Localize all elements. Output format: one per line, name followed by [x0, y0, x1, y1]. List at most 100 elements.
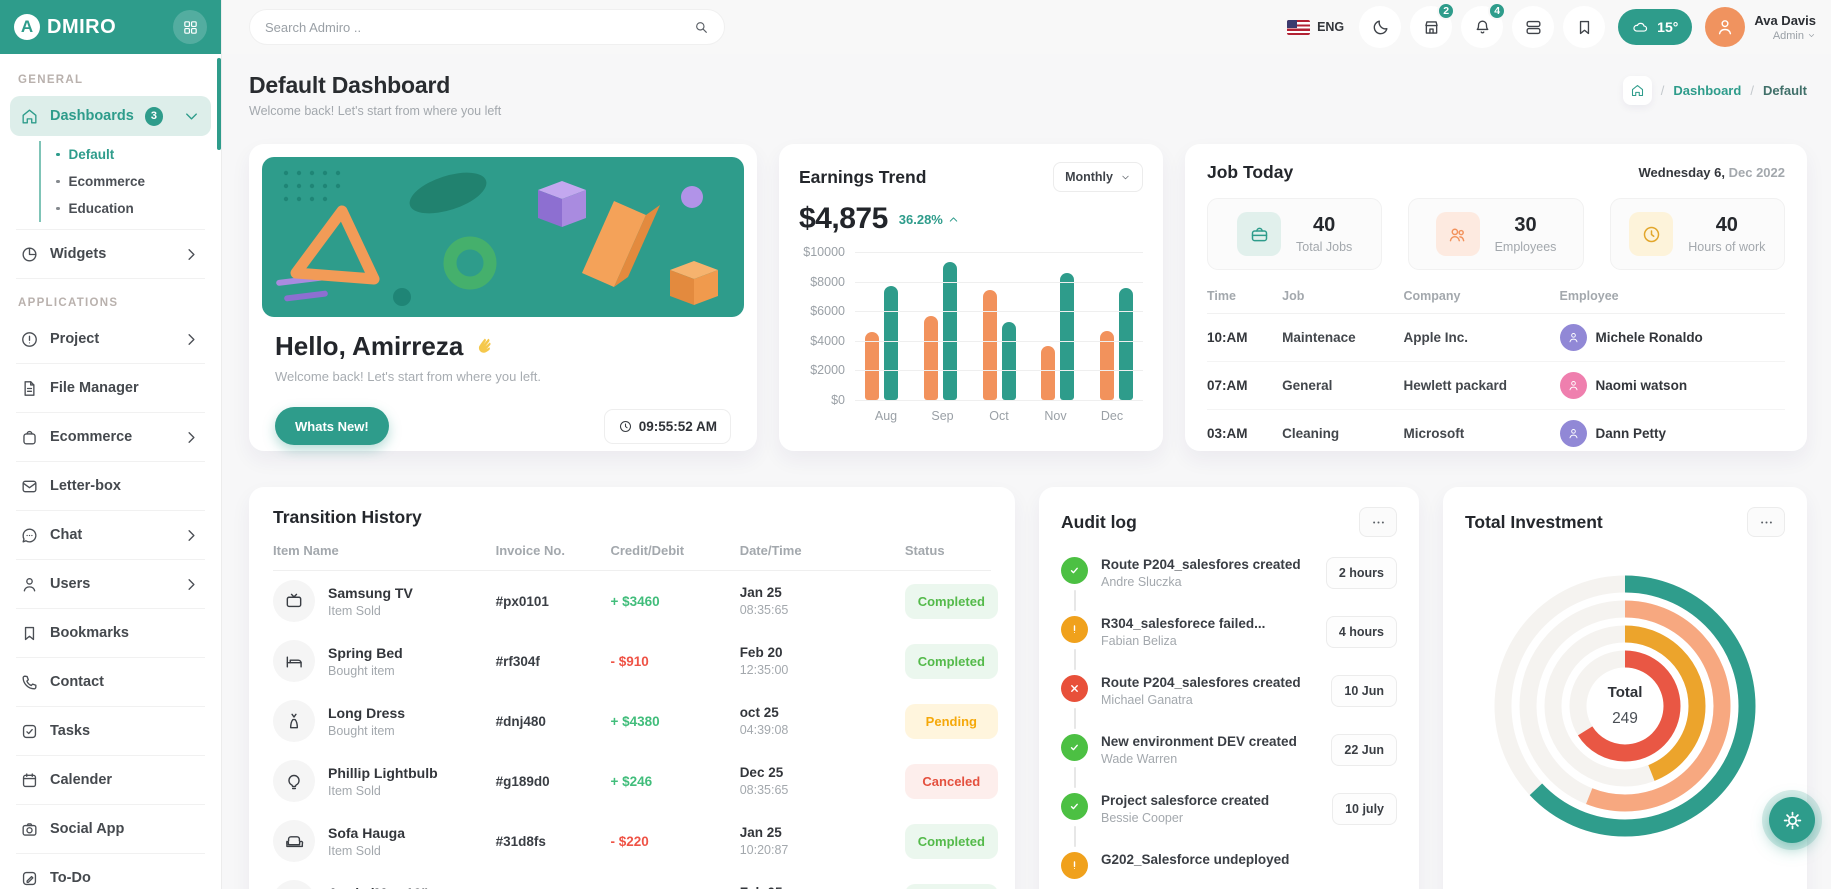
- sidebar-item-project[interactable]: Project: [10, 319, 211, 359]
- sidebar-item-widgets[interactable]: Widgets: [10, 234, 211, 274]
- y-tick-label: $4000: [810, 333, 845, 348]
- invoice-number: #px0101: [495, 593, 549, 609]
- sidebar-item-calender[interactable]: Calender: [10, 760, 211, 800]
- investment-center-label: Total: [1607, 684, 1643, 701]
- whats-new-button[interactable]: Whats New!: [275, 407, 389, 445]
- home-icon: [1630, 83, 1645, 98]
- sidebar-item-file-manager[interactable]: File Manager: [10, 368, 211, 408]
- store-icon: [1422, 18, 1441, 37]
- transition-table-header: Item Name Invoice No. Credit/Debit Date/Tim…: [273, 543, 991, 571]
- user-icon: [1715, 17, 1735, 37]
- user-icon: [1567, 331, 1580, 344]
- transition-datetime: Feb 0510:49:50: [740, 885, 905, 889]
- period-select[interactable]: Monthly: [1053, 162, 1143, 192]
- bookmark-icon: [20, 624, 39, 643]
- moon-icon: [1371, 18, 1390, 37]
- transition-datetime: Jan 25 10:20:87: [740, 825, 905, 857]
- user-icon: [1567, 427, 1580, 440]
- sidebar-subitem-default[interactable]: Default: [56, 141, 221, 168]
- cart-button[interactable]: 2: [1410, 2, 1456, 48]
- page-subtitle: Welcome back! Let's start from where you…: [249, 104, 502, 118]
- bulb-item-icon: [273, 760, 315, 802]
- customizer-button[interactable]: [1769, 797, 1815, 843]
- page-title: Default Dashboard: [249, 72, 451, 98]
- item-subtype: Item Sold: [328, 783, 381, 798]
- sidebar-item-to-do[interactable]: To-Do: [10, 858, 211, 889]
- apps-button[interactable]: [1512, 6, 1555, 48]
- bar-orange-aug: [865, 331, 879, 400]
- sidebar-item-label: Widgets: [50, 246, 107, 262]
- ring-second: [1519, 600, 1731, 812]
- bookmark-icon: [1575, 18, 1594, 37]
- sidebar-submenu: Default Ecommerce Education: [39, 141, 221, 222]
- sidebar-item-tasks[interactable]: Tasks: [10, 711, 211, 751]
- breadcrumb-home-button[interactable]: [1622, 76, 1652, 105]
- bar-group-dec: [1100, 252, 1133, 400]
- warning-status-icon: [1061, 616, 1088, 643]
- dark-mode-button[interactable]: [1359, 6, 1402, 48]
- job-col-header: Company: [1403, 289, 1461, 303]
- brand-logo[interactable]: A DMIRO: [14, 14, 116, 40]
- notifications-button[interactable]: 4: [1461, 2, 1507, 48]
- grid-line: [855, 281, 1143, 283]
- divider: [16, 804, 205, 805]
- sidebar-nav: GENERAL Dashboards 3 Default Ecommerce Educat…: [0, 54, 221, 889]
- camera-icon: [20, 820, 39, 839]
- amount-credit: + $4380: [610, 713, 660, 729]
- transition-datetime: Dec 25 08:35:65: [740, 765, 905, 797]
- bookmarks-button[interactable]: [1563, 6, 1606, 48]
- sidebar-item-bookmarks[interactable]: Bookmarks: [10, 613, 211, 653]
- danger-status-icon: [1061, 675, 1088, 702]
- job-stat-value: 40: [1715, 214, 1738, 236]
- sidebar-item-label: Chat: [50, 527, 83, 543]
- sidebar-subitem-ecommerce[interactable]: Ecommerce: [56, 168, 221, 195]
- bar-orange-dec: [1100, 331, 1114, 400]
- job-today-date: Wednesday 6, Dec 2022: [1638, 165, 1785, 180]
- weather-widget[interactable]: 15°: [1618, 9, 1693, 45]
- sidebar-subitem-education[interactable]: Education: [56, 195, 221, 222]
- search-icon[interactable]: [693, 19, 709, 35]
- sidebar-item-letter-box[interactable]: Letter-box: [10, 466, 211, 506]
- greeting-subtitle: Welcome back! Let's start from where you…: [275, 369, 541, 384]
- transition-item-text: Long Dress Bought item: [328, 705, 405, 738]
- transition-item-text: Phillip Lightbulb Item Sold: [328, 765, 438, 798]
- sidebar-item-social-app[interactable]: Social App: [10, 809, 211, 849]
- sidebar-scrollbar-thumb[interactable]: [217, 58, 221, 150]
- sidebar-item-chat[interactable]: Chat: [10, 515, 211, 555]
- file-icon: [20, 379, 39, 398]
- excl-icon: [1068, 859, 1081, 872]
- bar-group-oct: [982, 252, 1016, 400]
- job-company: Hewlett packard: [1403, 378, 1508, 393]
- job-col-header: Employee: [1559, 289, 1619, 303]
- job-name: General: [1282, 378, 1333, 393]
- sidebar-item-dashboards[interactable]: Dashboards 3: [10, 96, 211, 136]
- transition-datetime: Jan 25 08:35:65: [740, 585, 905, 617]
- language-selector[interactable]: ENG: [1287, 19, 1344, 35]
- investment-menu-button[interactable]: [1747, 507, 1785, 537]
- cloud-icon: [1632, 19, 1649, 36]
- transition-time: 08:35:65: [739, 783, 789, 797]
- status-badge: Completed: [904, 823, 998, 859]
- sidebar-item-label: Contact: [50, 674, 104, 690]
- sidebar-item-ecommerce[interactable]: Ecommerce: [10, 417, 211, 457]
- gear-icon: [1782, 810, 1803, 831]
- divider: [16, 853, 205, 854]
- sidebar: A DMIRO GENERAL Dashboards 3 Default Ecommer…: [0, 0, 222, 889]
- audit-item-title: R304_salesforece failed...: [1101, 616, 1266, 631]
- user-profile-menu[interactable]: Ava Davis Admin: [1705, 7, 1816, 47]
- breadcrumb-dashboard[interactable]: Dashboard: [1673, 83, 1742, 98]
- audit-menu-button[interactable]: [1359, 507, 1397, 537]
- audit-text: Route P204_salesfores created Andre Slucz…: [1101, 557, 1301, 589]
- search-input[interactable]: [265, 19, 685, 35]
- job-today-card: Job Today Wednesday 6, Dec 2022 40 Total …: [1185, 144, 1807, 451]
- earnings-amount: $4,875: [799, 202, 888, 235]
- transition-item: Sofa Hauga Item Sold: [273, 820, 496, 862]
- sidebar-item-users[interactable]: Users: [10, 564, 211, 604]
- audit-item-title: Project salesforce created: [1101, 793, 1270, 808]
- audit-item-author: Fabian Beliza: [1101, 634, 1177, 648]
- sidebar-toggle-button[interactable]: [173, 10, 207, 44]
- job-time: 07:AM: [1207, 378, 1248, 393]
- job-time: 10:AM: [1207, 330, 1248, 345]
- chevron-down-icon: [1807, 31, 1816, 40]
- sidebar-item-contact[interactable]: Contact: [10, 662, 211, 702]
